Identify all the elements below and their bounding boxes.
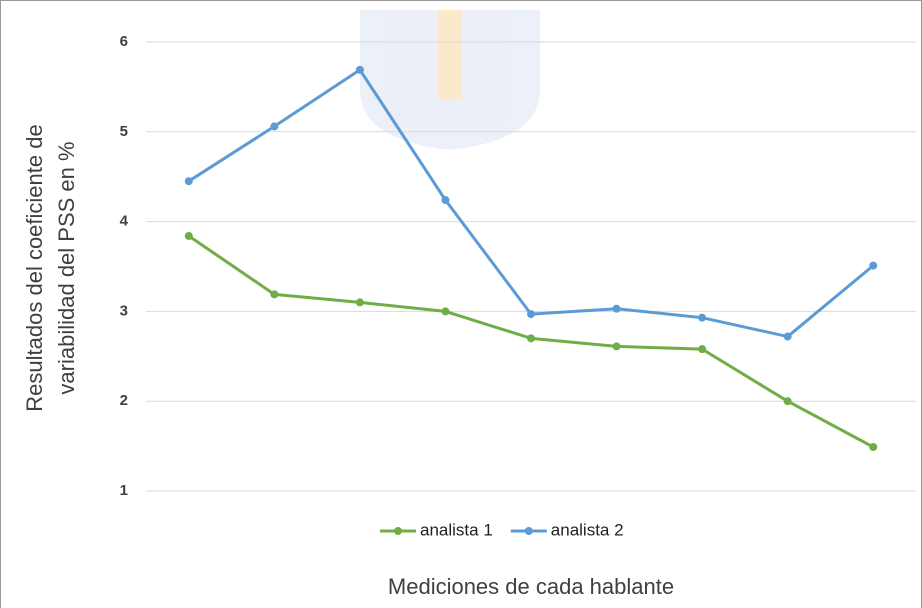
data-point	[270, 122, 279, 131]
data-point	[527, 334, 535, 343]
data-point	[698, 313, 707, 322]
y-axis-title: variabilidad del PSS en %	[54, 141, 79, 394]
data-point	[441, 307, 450, 316]
data-point	[441, 196, 450, 205]
data-point	[355, 65, 364, 74]
data-point	[184, 231, 193, 240]
y-axis-title: Resultados del coeficiente de	[22, 124, 47, 411]
y-tick-label: 6	[120, 33, 128, 50]
data-point	[270, 290, 279, 299]
data-point	[869, 442, 878, 451]
data-point	[869, 261, 878, 270]
data-point	[612, 342, 621, 351]
y-tick-label: 2	[120, 392, 128, 409]
y-tick-label: 5	[120, 123, 128, 140]
legend-label: analista 2	[551, 520, 624, 539]
watermark-torch	[438, 10, 462, 100]
data-point	[783, 332, 792, 341]
data-point	[698, 345, 707, 354]
legend-marker	[524, 527, 533, 535]
watermark-shield	[360, 10, 540, 150]
y-tick-label: 4	[120, 213, 129, 230]
data-point	[527, 310, 535, 319]
x-axis-title: Mediciones de cada hablante	[388, 574, 674, 599]
legend-label: analista 1	[420, 520, 493, 539]
data-point	[783, 397, 792, 406]
data-point	[184, 177, 193, 186]
data-point	[612, 304, 621, 313]
legend-marker	[394, 527, 402, 535]
y-tick-label: 3	[120, 302, 128, 319]
y-tick-label: 1	[120, 482, 128, 499]
watermark	[360, 10, 540, 150]
data-point	[355, 298, 364, 307]
